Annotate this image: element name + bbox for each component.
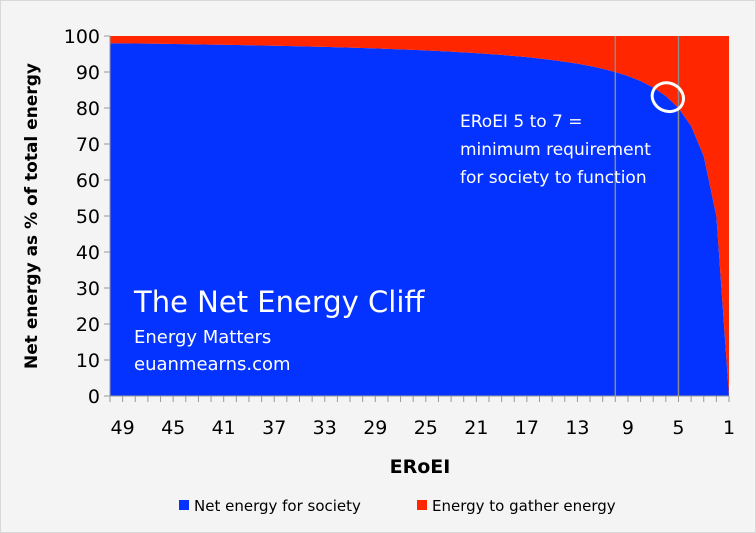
x-tick-label: 9 [622,417,634,439]
legend-swatch-gather [417,500,427,510]
legend: Net energy for society Energy to gather … [179,497,616,515]
x-tick-label: 21 [464,417,488,439]
highlight-circle [650,81,685,114]
x-tick-label: 29 [363,417,387,439]
note-line-3: for society to function [460,168,647,188]
x-tick-label: 13 [565,417,589,439]
x-tick-label: 25 [414,417,438,439]
x-tick-label: 5 [672,417,684,439]
legend-label-net: Net energy for society [194,497,361,515]
y-axis-label: Net energy as % of total energy [22,63,42,369]
x-axis-label: ERoEI [390,456,451,478]
y-tick-label: 20 [76,314,100,336]
note-line-2: minimum requirement [460,140,651,160]
area-series-1 [110,36,729,396]
y-tick-label: 0 [88,386,100,408]
y-tick-label: 40 [76,242,100,264]
x-tick-label: 45 [161,417,185,439]
x-tick-label: 37 [262,417,286,439]
y-tick-label: 60 [76,170,100,192]
y-tick-label: 50 [76,206,100,228]
y-tick-label: 90 [76,62,100,84]
legend-label-gather: Energy to gather energy [432,497,616,515]
x-tick-label: 33 [313,417,337,439]
x-tick-label: 1 [723,417,735,439]
y-tick-label: 30 [76,278,100,300]
legend-swatch-net [179,500,189,510]
site-annotation: euanmearns.com [134,354,291,375]
y-tick-label: 80 [76,98,100,120]
x-tick-label: 49 [111,417,135,439]
area-series-0 [110,43,729,396]
y-tick-label: 10 [76,350,100,372]
source-annotation: Energy Matters [134,327,271,348]
note-line-1: ERoEI 5 to 7 = [460,112,583,132]
y-tick-label: 70 [76,134,100,156]
y-tick-label: 100 [64,26,100,48]
chart-title-annotation: The Net Energy Cliff [133,285,425,319]
x-tick-label: 41 [212,417,236,439]
x-tick-label: 17 [515,417,539,439]
